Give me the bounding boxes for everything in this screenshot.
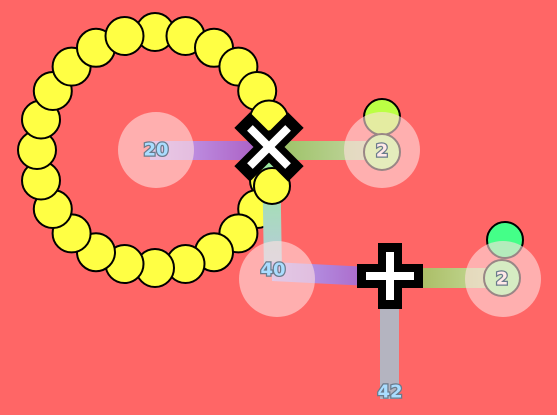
node-value-2-top: 2	[376, 141, 389, 162]
node-value-2-right: 2	[496, 269, 509, 290]
node-halo-2-right[interactable]	[465, 241, 541, 317]
node-halo-2-top[interactable]	[344, 112, 420, 188]
node-value-20: 20	[143, 140, 168, 161]
yellow-ball-link	[253, 167, 291, 205]
multiply-operator[interactable]	[215, 93, 322, 200]
multiply-icon-bar-b	[247, 125, 291, 169]
node-halo-20[interactable]	[118, 112, 194, 188]
add-operator[interactable]	[357, 243, 423, 309]
yellow-ball	[104, 16, 145, 56]
plus-icon-bar-b	[386, 252, 394, 300]
node-halo-40[interactable]	[239, 241, 315, 317]
node-value-40: 40	[260, 260, 285, 281]
node-value-42: 42	[377, 382, 402, 403]
